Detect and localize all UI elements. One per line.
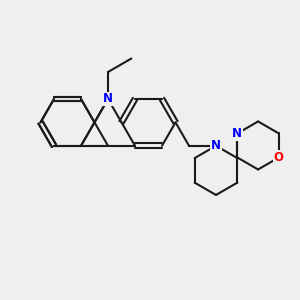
Text: O: O: [274, 151, 284, 164]
Text: N: N: [103, 92, 113, 106]
Text: N: N: [211, 139, 221, 152]
Text: N: N: [232, 127, 242, 140]
